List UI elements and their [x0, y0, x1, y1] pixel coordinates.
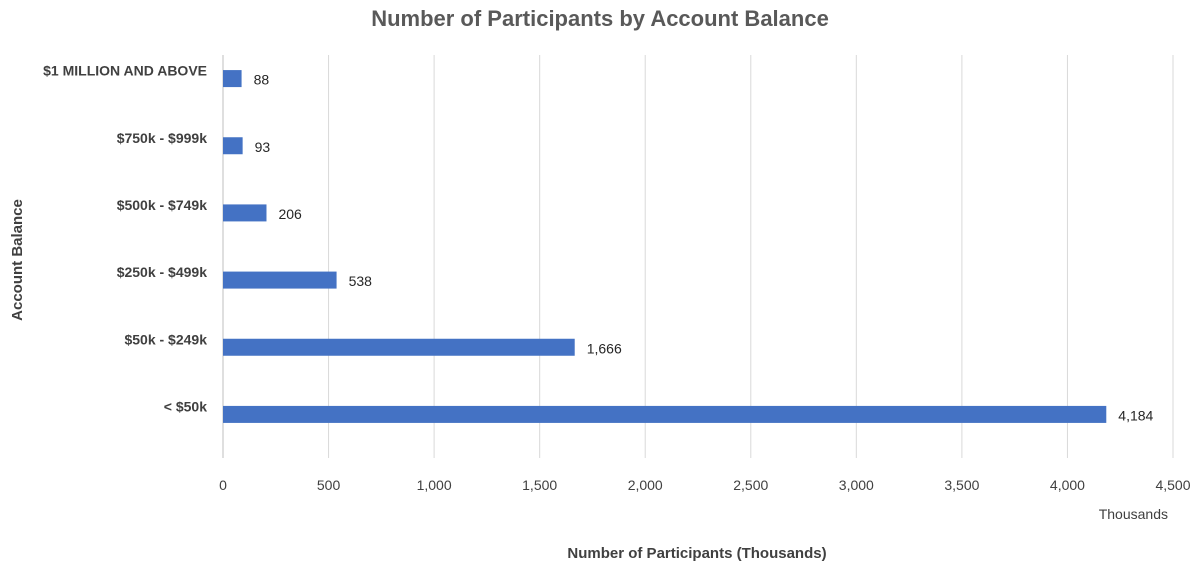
bar [223, 137, 243, 155]
data-label: 1,666 [587, 340, 622, 356]
bar [223, 70, 242, 88]
x-tick-label: 1,500 [522, 477, 557, 493]
category-label: $1 MILLION AND ABOVE [43, 63, 207, 79]
x-tick-label: 4,500 [1155, 477, 1190, 493]
x-tick-label: 2,500 [733, 477, 768, 493]
bars [223, 70, 1107, 423]
x-tick-label: 2,000 [628, 477, 663, 493]
data-label: 4,184 [1118, 407, 1153, 423]
bar [223, 204, 267, 222]
data-label: 538 [349, 273, 373, 289]
labels: 0 500 1,000 1,500 2,000 2,500 3,000 3,500 4,000 4… [43, 63, 1191, 493]
chart-title: Number of Participants by Account Balanc… [371, 6, 829, 31]
bar [223, 405, 1107, 423]
x-tick-label: 0 [219, 477, 227, 493]
data-label: 206 [278, 206, 302, 222]
x-tick-label: 3,000 [839, 477, 874, 493]
category-label: $750k - $999k [117, 130, 208, 146]
x-tick-label: 1,000 [417, 477, 452, 493]
y-axis-title: Account Balance [9, 199, 26, 321]
data-label: 88 [254, 72, 270, 88]
gridlines [222, 55, 1174, 458]
x-tick-label: 4,000 [1050, 477, 1085, 493]
data-label: 93 [255, 139, 271, 155]
category-label: $500k - $749k [117, 197, 208, 213]
x-tick-label: 3,500 [944, 477, 979, 493]
bar [223, 338, 575, 356]
category-label: $50k - $249k [124, 331, 207, 347]
x-axis-unit-label: Thousands [1099, 506, 1168, 522]
category-label: $250k - $499k [117, 264, 208, 280]
bar [223, 271, 337, 289]
category-label: < $50k [164, 398, 207, 414]
x-axis-title: Number of Participants (Thousands) [567, 545, 826, 562]
x-tick-label: 500 [317, 477, 341, 493]
